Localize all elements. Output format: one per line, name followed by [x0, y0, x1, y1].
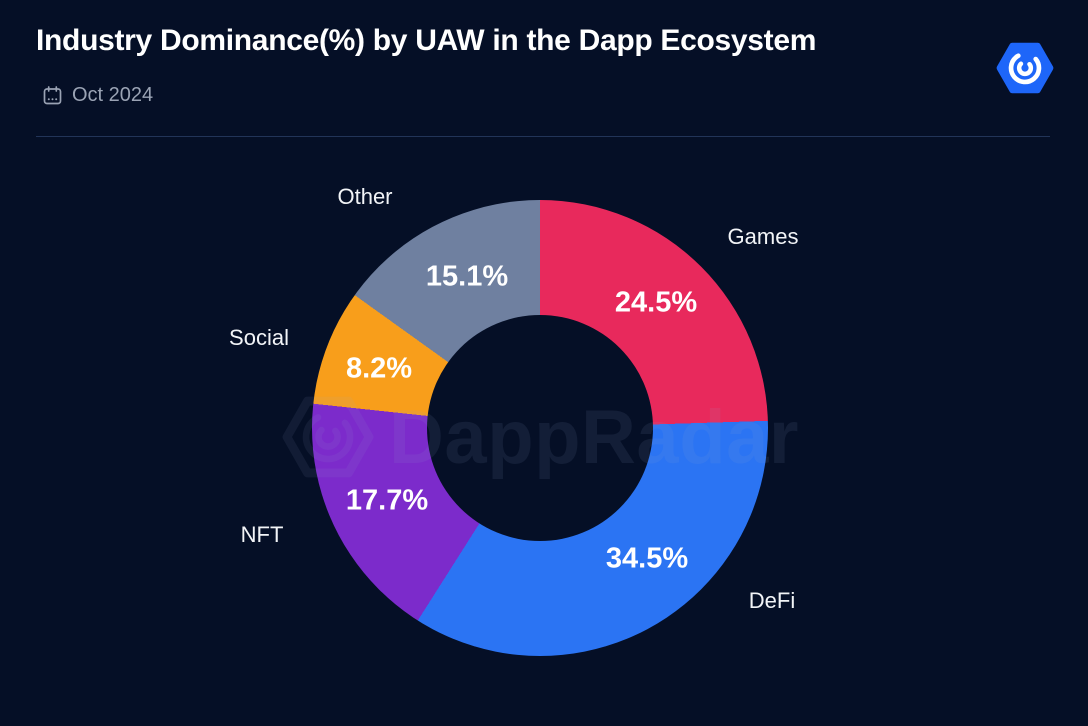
slice-percent-defi: 34.5% [605, 542, 689, 575]
slice-percent-nft: 17.7% [345, 484, 429, 517]
donut-hole [427, 315, 653, 541]
calendar-icon [42, 85, 63, 106]
slice-label-defi: DeFi [748, 588, 796, 613]
slice-label-social: Social [229, 325, 289, 350]
slice-label-nft: NFT [240, 522, 284, 547]
slice-percent-other: 15.1% [425, 260, 509, 293]
dappradar-logo-icon[interactable] [996, 41, 1054, 95]
slice-label-other: Other [337, 184, 393, 209]
page-title: Industry Dominance(%) by UAW in the Dapp… [36, 24, 817, 57]
date-caption: Oct 2024 [42, 84, 153, 107]
header-divider [36, 136, 1050, 137]
slice-percent-games: 24.5% [614, 286, 698, 319]
date-label: Oct 2024 [72, 84, 154, 106]
slice-percent-social: 8.2% [345, 352, 413, 385]
donut-chart[interactable] [312, 200, 768, 656]
slice-label-games: Games [727, 224, 799, 249]
